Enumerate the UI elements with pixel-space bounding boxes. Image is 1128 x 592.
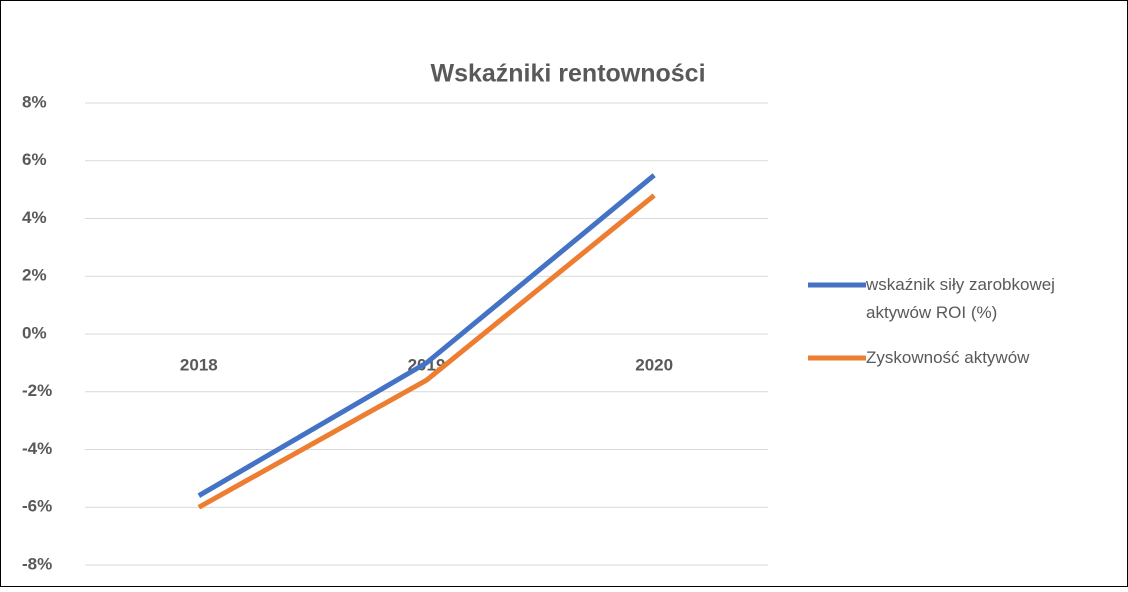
- y-tick-label: -6%: [22, 497, 52, 516]
- y-tick-label: -4%: [22, 439, 52, 458]
- legend-label: Zyskowność aktywów: [866, 348, 1030, 367]
- legend-entry: Zyskowność aktywów: [866, 348, 1030, 367]
- y-tick-label: 6%: [22, 150, 47, 169]
- x-tick-label: 2020: [635, 355, 673, 374]
- y-tick-label: -8%: [22, 554, 52, 573]
- x-tick-label: 2018: [180, 355, 218, 374]
- chart-title: Wskaźniki rentowności: [430, 60, 705, 88]
- y-tick-label: -2%: [22, 381, 52, 400]
- series-line: [197, 173, 656, 498]
- legend-label: wskaźnik siły zarobkowej aktywów ROI (%): [866, 275, 1055, 322]
- y-tick-label: 0%: [22, 323, 47, 342]
- y-tick-label: 4%: [22, 208, 47, 227]
- series-line: [197, 193, 656, 510]
- y-tick-label: 2%: [22, 266, 47, 285]
- legend-entry: wskaźnik siły zarobkowej aktywów ROI (%): [866, 275, 1055, 322]
- y-tick-label: 8%: [22, 92, 47, 111]
